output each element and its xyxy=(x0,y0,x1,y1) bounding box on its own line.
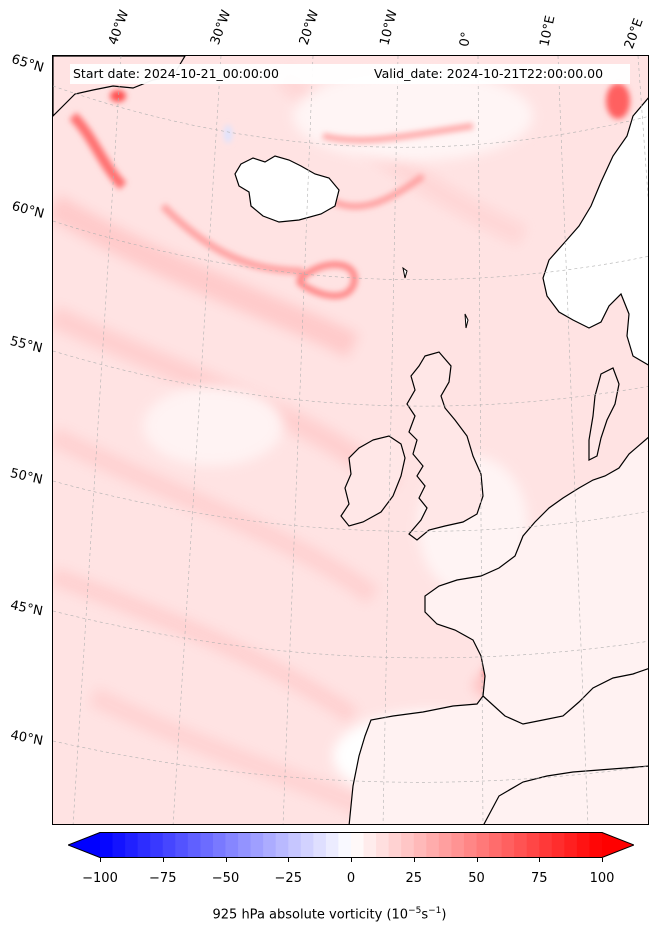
great-britain-outline xyxy=(406,351,484,541)
mediterranean-coastline xyxy=(482,668,648,725)
iceland-outline xyxy=(234,155,340,223)
colorbar-cell xyxy=(212,832,226,858)
colorbar-tick-mark xyxy=(162,858,164,862)
colorbar-label: 925 hPa absolute vorticity (10−5s−1) xyxy=(212,906,447,923)
lon-label-20w: 20°W xyxy=(296,8,323,47)
north-africa-coastline xyxy=(483,765,648,824)
colorbar-cell xyxy=(501,832,515,858)
colorbar-cell xyxy=(451,832,465,858)
colorbar-cell xyxy=(300,832,314,858)
colorbar-cell xyxy=(263,832,277,858)
colorbar-cell xyxy=(125,832,139,858)
colorbar-max-extend xyxy=(602,832,634,858)
map-canvas xyxy=(53,56,648,824)
graticule xyxy=(53,56,648,824)
header-strip xyxy=(70,64,630,84)
colorbar-cell xyxy=(514,832,528,858)
colorbar-cell xyxy=(539,832,553,858)
valid-date-text: Valid_date: 2024-10-21T22:00:00.00 xyxy=(374,66,604,81)
colorbar-outline xyxy=(68,832,634,858)
lat-label-55n: 55°N xyxy=(8,334,44,357)
continent-coastline xyxy=(348,436,648,824)
colorbar-cell xyxy=(388,832,402,858)
colorbar-cell xyxy=(426,832,440,858)
colorbar-tick-mark xyxy=(413,858,415,862)
colorbar-tick-label: 100 xyxy=(589,871,615,886)
scandinavia-outline xyxy=(542,97,648,366)
colorbar-cell xyxy=(438,832,452,858)
colorbar-cell xyxy=(589,832,603,858)
colorbar-cell xyxy=(489,832,503,858)
lat-label-45n: 45°N xyxy=(8,598,45,620)
colorbar-cell xyxy=(476,832,490,858)
colorbar-tick-mark xyxy=(539,858,541,862)
lon-label-0: 0° xyxy=(457,30,475,48)
colorbar-cell xyxy=(112,832,126,858)
start-date-text: Start date: 2024-10-21_00:00:00 xyxy=(73,66,279,81)
shetland-islands xyxy=(464,313,469,329)
lat-label-60n: 60°N xyxy=(10,199,46,222)
colorbar-cell xyxy=(162,832,176,858)
colorbar-tick-mark xyxy=(288,858,290,862)
colorbar-cell xyxy=(225,832,239,858)
colorbar-cell xyxy=(200,832,214,858)
colorbar-tick-mark xyxy=(476,858,478,862)
colorbar-tick-mark xyxy=(100,858,101,862)
colorbar-cell xyxy=(325,832,339,858)
colorbar-tick-label: 0 xyxy=(346,871,356,886)
colorbar-tick-label: −75 xyxy=(149,871,177,886)
colorbar-cell xyxy=(351,832,365,858)
lat-label-65n: 65°N xyxy=(9,52,46,76)
colorbar xyxy=(68,832,634,858)
colorbar-cell xyxy=(576,832,590,858)
colorbar-tick-label: 50 xyxy=(468,871,485,886)
colorbar-cell xyxy=(150,832,164,858)
colorbar-tick-mark xyxy=(225,858,227,862)
greenland-outline xyxy=(53,56,186,117)
faroe-islands xyxy=(402,266,408,279)
colorbar-cell xyxy=(401,832,415,858)
colorbar-cell xyxy=(413,832,427,858)
colorbar-tick-label: −100 xyxy=(82,871,118,886)
ireland-outline xyxy=(340,435,406,527)
colorbar-tick-label: −50 xyxy=(211,871,240,886)
colorbar-cell xyxy=(100,832,114,858)
colorbar-cell xyxy=(313,832,327,858)
colorbar-cell xyxy=(187,832,201,858)
colorbar-cell xyxy=(551,832,565,858)
colorbar-tick-label: 25 xyxy=(405,871,423,886)
colorbar-cell xyxy=(250,832,264,858)
lon-label-40w: 40°W xyxy=(105,8,133,47)
lon-label-30w: 30°W xyxy=(207,8,235,47)
colorbar-cell xyxy=(564,832,578,858)
lat-label-50n: 50°N xyxy=(8,466,44,488)
colorbar-tick-mark xyxy=(602,858,603,862)
colorbar-cell xyxy=(288,832,302,858)
denmark-outline xyxy=(588,367,620,461)
colorbar-cell xyxy=(376,832,390,858)
colorbar-tick-label: 75 xyxy=(530,871,548,886)
vorticity-map xyxy=(52,55,649,825)
colorbar-cell xyxy=(363,832,377,858)
colorbar-tick-mark xyxy=(351,858,352,862)
colorbar-cell xyxy=(463,832,477,858)
lon-label-10w: 10°W xyxy=(377,8,401,47)
lon-label-20e: 20°E xyxy=(621,16,647,51)
colorbar-cell xyxy=(275,832,289,858)
colorbar-tick-label: −25 xyxy=(274,871,302,886)
colorbar-cell xyxy=(338,832,352,858)
colorbar-cells xyxy=(100,832,603,858)
colorbar-min-extend xyxy=(68,832,100,858)
lat-label-40n: 40°N xyxy=(9,728,45,749)
colorbar-cell xyxy=(137,832,151,858)
colorbar-cell xyxy=(238,832,252,858)
lon-label-10e: 10°E xyxy=(537,14,559,49)
colorbar-cell xyxy=(526,832,540,858)
colorbar-cell xyxy=(175,832,189,858)
